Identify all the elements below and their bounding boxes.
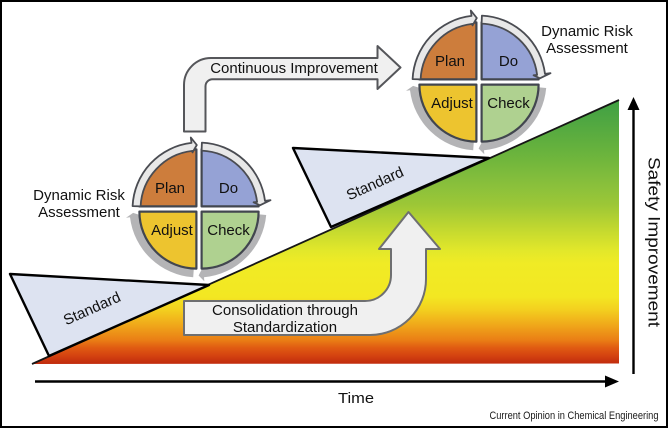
svg-text:Current Opinion in Chemical En: Current Opinion in Chemical Engineering <box>490 410 659 422</box>
svg-text:Dynamic Risk: Dynamic Risk <box>33 187 125 204</box>
svg-text:Assessment: Assessment <box>38 204 121 221</box>
svg-text:Assessment: Assessment <box>546 40 629 57</box>
svg-text:Do: Do <box>219 180 238 197</box>
svg-text:Dynamic Risk: Dynamic Risk <box>541 23 633 40</box>
svg-text:Standardization: Standardization <box>233 319 337 336</box>
svg-text:Plan: Plan <box>435 53 465 70</box>
svg-text:Continuous Improvement: Continuous Improvement <box>210 60 378 77</box>
svg-text:Time: Time <box>338 390 374 407</box>
svg-text:Adjust: Adjust <box>431 95 474 112</box>
svg-text:Safety Improvement: Safety Improvement <box>645 157 664 327</box>
svg-text:Check: Check <box>487 95 530 112</box>
svg-text:Adjust: Adjust <box>151 222 194 239</box>
svg-text:Plan: Plan <box>155 180 185 197</box>
svg-text:Do: Do <box>499 53 518 70</box>
svg-text:Consolidation through: Consolidation through <box>212 302 358 319</box>
svg-text:Check: Check <box>207 222 250 239</box>
